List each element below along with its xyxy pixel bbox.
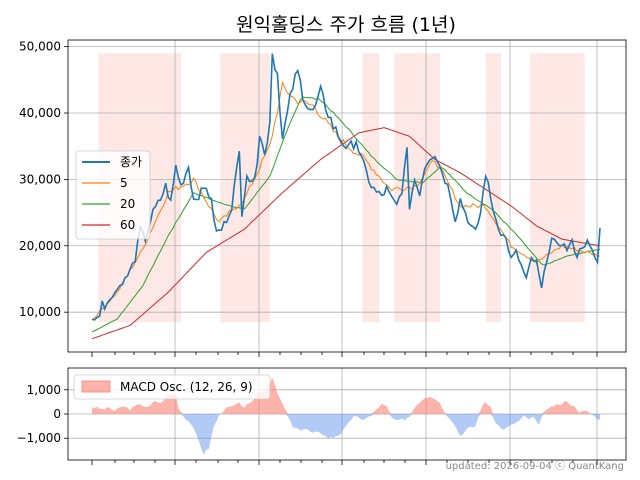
price-ytick-label-1: 20,000 bbox=[19, 239, 61, 253]
macd-ytick-label-2: 1,000 bbox=[27, 383, 61, 397]
macd-legend-label: MACD Osc. (12, 26, 9) bbox=[120, 380, 253, 394]
price-series-lines bbox=[91, 53, 601, 340]
legend-frame bbox=[75, 150, 151, 240]
macd-x-axis-ticks bbox=[91, 460, 598, 465]
price-ytick-label-3: 40,000 bbox=[19, 106, 61, 120]
chart-title: 원익홀딩스 주가 흐름 (1년) bbox=[236, 14, 456, 36]
shaded-region-4 bbox=[485, 53, 501, 323]
price-panel-frame bbox=[67, 39, 627, 353]
series-close bbox=[91, 53, 601, 321]
price-legend: 종가 5 20 60 bbox=[75, 150, 151, 240]
macd-panel: −1,000 0 1,000 MACD Osc. (12, 26, 9) bbox=[17, 367, 627, 465]
macd-legend-frame bbox=[73, 374, 271, 400]
series-ma5 bbox=[91, 80, 601, 321]
macd-negative-area bbox=[92, 414, 600, 455]
macd-oscillator-area bbox=[92, 377, 600, 455]
macd-legend-swatch bbox=[81, 380, 111, 393]
shaded-region-5 bbox=[530, 53, 585, 323]
legend-label-ma20: 20 bbox=[120, 197, 135, 211]
macd-ytick-label-0: −1,000 bbox=[17, 431, 61, 445]
macd-y-axis: −1,000 0 1,000 bbox=[17, 383, 68, 445]
price-panel: 10,000 20,000 30,000 40,000 50,000 종가 5 20 6… bbox=[19, 39, 627, 357]
legend-label-close: 종가 bbox=[120, 155, 142, 169]
footer-credit: updated: 2026-09-04 ⓒ QuantKang bbox=[446, 460, 624, 472]
price-ytick-label-0: 10,000 bbox=[19, 305, 61, 319]
series-ma60 bbox=[91, 127, 601, 340]
price-ytick-label-4: 50,000 bbox=[19, 40, 61, 54]
legend-label-ma60: 60 bbox=[120, 218, 135, 232]
price-ytick-label-2: 30,000 bbox=[19, 172, 61, 186]
price-gridlines bbox=[68, 40, 626, 352]
macd-legend: MACD Osc. (12, 26, 9) bbox=[73, 374, 271, 400]
macd-ytick-label-1: 0 bbox=[53, 407, 61, 421]
series-ma20 bbox=[91, 96, 601, 333]
legend-label-ma5: 5 bbox=[120, 176, 128, 190]
price-x-axis-ticks bbox=[91, 352, 598, 357]
price-y-axis: 10,000 20,000 30,000 40,000 50,000 bbox=[19, 40, 68, 319]
macd-positive-area bbox=[92, 377, 600, 414]
